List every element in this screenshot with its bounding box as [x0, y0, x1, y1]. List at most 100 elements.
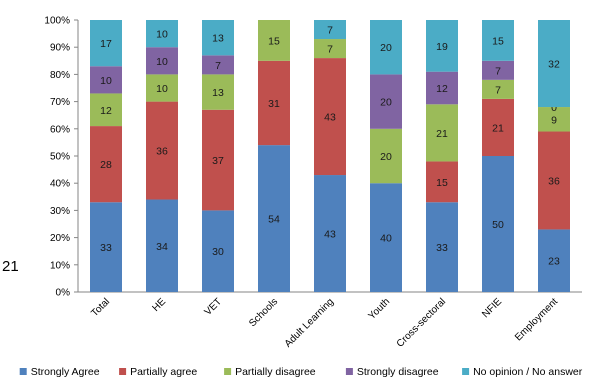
- data-label: 28: [100, 159, 112, 171]
- x-tick-label: Total: [89, 296, 112, 319]
- data-label: 36: [156, 146, 168, 158]
- bar-segment-6-1: [426, 161, 458, 203]
- data-label: 13: [212, 33, 224, 45]
- data-label: 15: [492, 35, 504, 47]
- bar-segment-1-3: [146, 47, 178, 75]
- y-tick-label: 0%: [56, 288, 71, 299]
- data-label: 17: [100, 38, 112, 50]
- bar-segment-5-2: [370, 128, 402, 184]
- y-tick-label: 70%: [50, 97, 70, 108]
- data-label: 31: [268, 98, 280, 110]
- legend-swatch: [19, 368, 27, 375]
- y-tick-label: 50%: [50, 152, 70, 163]
- data-label: 15: [268, 35, 280, 47]
- legend-swatch: [224, 368, 232, 375]
- bar-segment-6-0: [426, 202, 458, 292]
- bar-segment-0-4: [90, 20, 122, 67]
- bar-segment-1-4: [146, 20, 178, 48]
- bar-segment-8-4: [538, 20, 570, 108]
- bar-segment-8-1: [538, 131, 570, 230]
- bar-segment-1-2: [146, 74, 178, 102]
- bar-segment-7-2: [482, 79, 514, 99]
- data-label: 12: [436, 83, 448, 95]
- bar-segment-8-2: [538, 107, 570, 132]
- data-label: 37: [212, 155, 224, 167]
- data-label: 33: [436, 242, 448, 254]
- bar-segment-3-2: [258, 20, 290, 61]
- data-label: 7: [495, 65, 501, 77]
- bar-segment-0-3: [90, 66, 122, 94]
- legend-label: Partially disagree: [235, 366, 316, 378]
- bar-segment-2-3: [202, 55, 234, 75]
- data-label: 7: [495, 84, 501, 96]
- x-tick-label: Schools: [247, 296, 280, 329]
- bar-segment-7-1: [482, 98, 514, 156]
- data-label: 10: [100, 75, 112, 87]
- data-label: 19: [436, 41, 448, 53]
- y-tick-label: 100%: [44, 16, 70, 27]
- legend-label: Strongly disagree: [357, 366, 439, 378]
- bar-segment-5-3: [370, 74, 402, 129]
- bar-segment-7-4: [482, 20, 514, 61]
- y-tick-label: 40%: [50, 179, 70, 190]
- bar-segment-5-4: [370, 20, 402, 75]
- x-tick-label: NFIE: [480, 296, 504, 320]
- bar-segment-5-0: [370, 183, 402, 292]
- x-tick-label: VET: [203, 296, 225, 318]
- data-label: 54: [268, 214, 280, 226]
- legend-label: No opinion / No answer: [473, 366, 583, 378]
- data-label: 21: [436, 128, 448, 140]
- bar-segment-2-2: [202, 74, 234, 110]
- data-label: 21: [492, 122, 504, 134]
- bar-segment-2-4: [202, 20, 234, 56]
- bar-segment-7-3: [482, 60, 514, 80]
- data-label: 33: [100, 242, 112, 254]
- data-label: 7: [327, 44, 333, 56]
- y-tick-label: 30%: [50, 206, 70, 217]
- data-label: 43: [324, 229, 336, 241]
- bar-segment-8-0: [538, 229, 570, 292]
- bar-segment-1-0: [146, 199, 178, 292]
- data-label: 30: [212, 246, 224, 258]
- bar-segment-4-1: [314, 58, 346, 176]
- data-label: 7: [215, 60, 221, 72]
- x-tick-label: Employment: [513, 296, 560, 343]
- bar-segment-0-1: [90, 126, 122, 203]
- data-label: 13: [212, 87, 224, 99]
- legend-label: Partially agree: [130, 366, 197, 378]
- y-tick-label: 80%: [50, 70, 70, 81]
- data-label: 0: [551, 102, 557, 114]
- data-label: 36: [548, 175, 560, 187]
- data-label: 12: [100, 105, 112, 117]
- bar-segment-3-1: [258, 60, 290, 146]
- data-label: 20: [380, 97, 392, 109]
- data-label: 23: [548, 256, 560, 268]
- bar-segment-6-4: [426, 20, 458, 72]
- data-label: 34: [156, 241, 168, 253]
- bar-segment-3-0: [258, 145, 290, 292]
- legend-swatch: [462, 368, 470, 375]
- bar-segment-4-2: [314, 39, 346, 59]
- data-label: 20: [380, 42, 392, 54]
- data-label: 10: [156, 29, 168, 41]
- y-tick-label: 20%: [50, 233, 70, 244]
- bar-segment-1-1: [146, 101, 178, 200]
- data-label: 43: [324, 112, 336, 124]
- bar-segment-6-2: [426, 104, 458, 162]
- data-label: 10: [156, 56, 168, 68]
- y-tick-label: 10%: [50, 260, 70, 271]
- bar-segment-0-2: [90, 93, 122, 127]
- legend-label: Strongly Agree: [31, 366, 100, 378]
- data-label: 10: [156, 83, 168, 95]
- data-label: 15: [436, 177, 448, 189]
- bar-segment-6-3: [426, 71, 458, 105]
- legend-swatch: [119, 368, 127, 375]
- bar-segment-7-0: [482, 156, 514, 292]
- x-tick-label: Adult Learning: [283, 296, 336, 349]
- bar-segment-0-0: [90, 202, 122, 292]
- stray-label: 21: [2, 258, 19, 275]
- bar-segment-4-0: [314, 175, 346, 292]
- y-tick-label: 60%: [50, 124, 70, 135]
- data-label: 32: [548, 59, 560, 71]
